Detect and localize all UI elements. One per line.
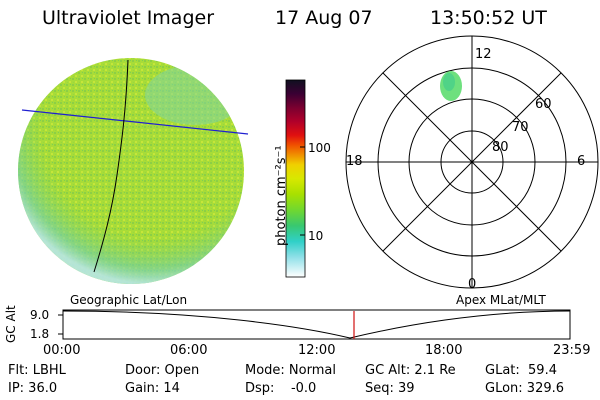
- colorbar: [285, 79, 306, 278]
- mlt-label-18: 18: [346, 154, 363, 169]
- status-glon: GLon: 329.6: [485, 381, 565, 396]
- timeline-frame: [62, 309, 571, 340]
- instrument-title: Ultraviolet Imager: [42, 7, 215, 29]
- status-mode: Mode: Normal: [245, 363, 336, 378]
- altitude-curve: [62, 310, 571, 339]
- timeline-xtick-1800: 18:00: [425, 343, 463, 358]
- timeline: [58, 309, 571, 340]
- timeline-ytick-label-top: 9.0: [30, 308, 50, 322]
- longitude-line: [93, 59, 129, 273]
- mlt-label-6: 6: [577, 154, 586, 169]
- polar-plot: [345, 35, 599, 289]
- timeline-xtick-2359: 23:59: [553, 343, 591, 358]
- status-ip: IP: 36.0: [8, 381, 58, 396]
- timeline-xtick-0000: 00:00: [43, 343, 81, 358]
- lat-label-60: 60: [535, 97, 552, 112]
- status-seq: Seq: 39: [365, 381, 415, 396]
- apex-label: Apex MLat/MLT: [456, 293, 546, 307]
- limb-brightening: [145, 65, 244, 125]
- status-gc-alt: GC Alt: 2.1 Re: [365, 363, 456, 378]
- status-door: Door: Open: [125, 363, 200, 378]
- timeline-ytick-label-bottom: 1.8: [30, 327, 50, 341]
- timeline-xtick-1200: 12:00: [298, 343, 336, 358]
- observation-time: 13:50:52 UT: [430, 7, 547, 29]
- colorbar-scale: [285, 79, 306, 278]
- observation-date: 17 Aug 07: [275, 7, 373, 29]
- status-glat: GLat: 59.4: [485, 363, 557, 378]
- polar-diagonal-2: [382, 72, 562, 252]
- timeline-ylabel: GC Alt: [4, 305, 18, 343]
- colorbar-label-100: 100: [308, 141, 331, 155]
- mlt-label-0: 0: [468, 277, 477, 292]
- status-gain: Gain: 14: [125, 381, 180, 396]
- colorbar-unit-label: photon cm⁻²s⁻¹: [274, 145, 289, 246]
- latitude-line: [21, 109, 249, 135]
- geographic-image: [18, 58, 249, 284]
- status-dsp: Dsp: -0.0: [245, 381, 317, 396]
- lat-label-70: 70: [512, 120, 529, 135]
- auroral-blob-core: [443, 73, 455, 91]
- mlt-label-12: 12: [475, 47, 492, 62]
- lat-label-80: 80: [492, 140, 509, 155]
- colorbar-label-10: 10: [308, 229, 324, 243]
- status-filter: Flt: LBHL: [8, 363, 66, 378]
- geographic-label: Geographic Lat/Lon: [70, 293, 188, 307]
- timeline-xtick-0600: 06:00: [170, 343, 208, 358]
